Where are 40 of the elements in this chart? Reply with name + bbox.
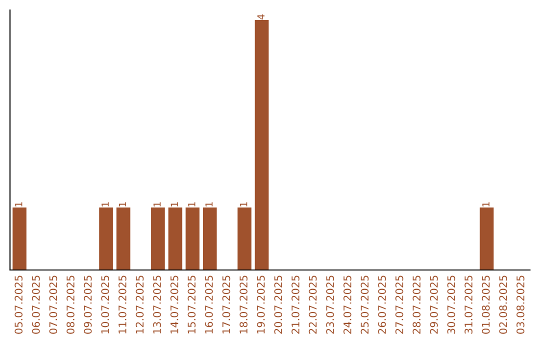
x-tick-label: 29.07.2025	[430, 276, 438, 334]
x-tick-label: 23.07.2025	[326, 276, 334, 334]
x-tick-label: 20.07.2025	[274, 276, 282, 334]
data-label: 1	[15, 202, 22, 206]
data-label: 1	[482, 202, 490, 206]
data-label: 1	[102, 202, 109, 206]
data-label: 1	[240, 202, 248, 206]
x-tick-label: 12.07.2025	[136, 276, 144, 334]
x-tick-label: 31.07.2025	[464, 276, 472, 334]
x-tick-label: 15.07.2025	[188, 276, 196, 334]
x-tick-label: 16.07.2025	[205, 276, 213, 334]
x-tick-label: 06.07.2025	[32, 276, 40, 334]
x-tick-label: 14.07.2025	[170, 276, 178, 334]
data-label: 1	[205, 202, 213, 206]
x-tick-label: 17.07.2025	[222, 276, 230, 334]
x-tick-label: 13.07.2025	[153, 276, 161, 334]
data-label: 1	[188, 202, 196, 206]
data-label: 4	[257, 14, 264, 20]
x-tick-label: 19.07.2025	[256, 276, 265, 334]
x-tick-label: 01.08.2025	[482, 276, 490, 334]
x-tick-label: 11.07.2025	[118, 276, 126, 334]
x-tick-label: 08.07.2025	[66, 276, 74, 334]
x-tick-label: 18.07.2025	[240, 276, 248, 334]
x-tick-label: 30.07.2025	[447, 276, 456, 334]
x-tick-label: 21.07.2025	[292, 276, 300, 334]
data-label: 1	[154, 202, 161, 206]
x-tick-label: 02.08.2025	[499, 276, 508, 334]
x-tick-label: 25.07.2025	[360, 276, 369, 334]
x-tick-label: 07.07.2025	[49, 276, 58, 334]
x-tick-label: 05.07.2025	[14, 276, 23, 334]
x-tick-label: 28.07.2025	[412, 276, 421, 334]
x-tick-label: 22.07.2025	[308, 276, 317, 334]
x-tick-label: 03.08.2025	[516, 276, 524, 334]
x-tick-label: 09.07.2025	[84, 276, 92, 334]
x-tick-label: 26.07.2025	[378, 276, 386, 334]
x-tick-label: 24.07.2025	[343, 276, 352, 334]
data-label: 1	[170, 202, 178, 206]
x-tick-label: 10.07.2025	[101, 276, 110, 334]
data-label: 1	[118, 202, 126, 206]
x-tick-label: 27.07.2025	[395, 276, 404, 334]
